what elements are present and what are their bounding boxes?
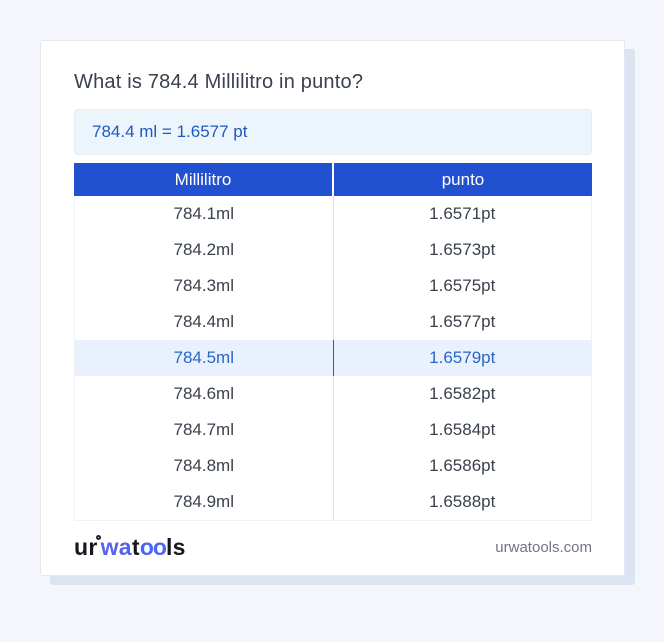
cell-punto: 1.6586pt: [429, 456, 496, 475]
table-row[interactable]: 784.7ml 1.6584pt: [75, 412, 591, 448]
cell-millilitro: 784.1ml: [75, 196, 334, 232]
cell-punto: 1.6575pt: [429, 276, 496, 295]
cell-punto: 1.6577pt: [429, 312, 496, 331]
urwatools-logo[interactable]: ur watools: [74, 534, 186, 561]
conversion-table: Millilitro punto 784.1ml 1.6571pt 784.2ml 1…: [74, 163, 592, 521]
table-row[interactable]: 784.8ml 1.6586pt: [75, 448, 591, 484]
cell-punto: 1.6582pt: [429, 384, 496, 403]
page-title: What is 784.4 Millilitro in punto?: [74, 71, 364, 93]
cell-millilitro: 784.7ml: [75, 412, 334, 448]
cell-millilitro: 784.6ml: [75, 376, 334, 412]
logo-segment-dark: ur: [74, 533, 98, 560]
ring-icon: [95, 534, 101, 540]
table-header-row: Millilitro punto: [74, 163, 592, 196]
cell-millilitro: 784.8ml: [75, 448, 334, 484]
converter-card: What is 784.4 Millilitro in punto? 784.4…: [40, 40, 625, 576]
logo-segment-dark: t: [131, 533, 140, 560]
page-background: What is 784.4 Millilitro in punto? 784.4…: [0, 40, 664, 576]
logo-segment-blue: wa: [100, 533, 132, 560]
cell-millilitro: 784.3ml: [75, 268, 334, 304]
cell-punto: 1.6579pt: [429, 348, 496, 367]
table-row[interactable]: 784.1ml 1.6571pt: [75, 196, 591, 232]
cell-punto: 1.6571pt: [429, 204, 496, 223]
cell-millilitro: 784.5ml: [75, 340, 334, 376]
site-domain: urwatools.com: [495, 538, 592, 556]
cell-millilitro: 784.4ml: [75, 304, 334, 340]
logo-oo-rings: oo: [139, 533, 167, 560]
conversion-result-box: 784.4 ml = 1.6577 pt: [74, 109, 592, 155]
table-row[interactable]: 784.5ml 1.6579pt: [75, 340, 591, 376]
card-footer: ur watools urwatools.com: [74, 529, 592, 565]
table-row[interactable]: 784.4ml 1.6577pt: [75, 304, 591, 340]
table-row[interactable]: 784.2ml 1.6573pt: [75, 232, 591, 268]
cell-millilitro: 784.2ml: [75, 232, 334, 268]
cell-millilitro: 784.9ml: [75, 484, 334, 520]
logo-segment-dark: ls: [165, 533, 186, 560]
table-body: 784.1ml 1.6571pt 784.2ml 1.6573pt 784.3ml 1.6…: [74, 196, 592, 521]
table-row[interactable]: 784.3ml 1.6575pt: [75, 268, 591, 304]
table-header-punto: punto: [441, 169, 485, 189]
cell-punto: 1.6588pt: [429, 492, 496, 511]
cell-punto: 1.6573pt: [429, 240, 496, 259]
cell-punto: 1.6584pt: [429, 420, 496, 439]
table-header-millilitro: Millilitro: [74, 163, 334, 196]
table-row[interactable]: 784.6ml 1.6582pt: [75, 376, 591, 412]
table-row[interactable]: 784.9ml 1.6588pt: [75, 484, 591, 520]
conversion-result-text: 784.4 ml = 1.6577 pt: [92, 122, 248, 141]
